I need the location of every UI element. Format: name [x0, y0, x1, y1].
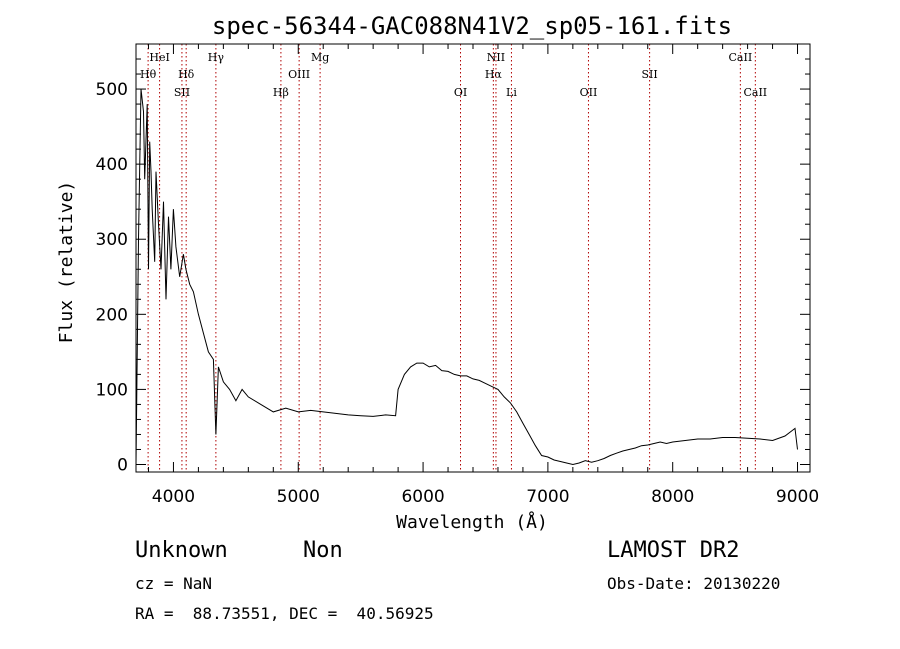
survey-name: LAMOST DR2 — [607, 538, 740, 563]
x-tick-label: 8000 — [651, 487, 694, 507]
x-tick-label: 4000 — [152, 487, 195, 507]
x-axis: 4000 5000 6000 7000 8000 9000 — [147, 44, 819, 507]
spectral-line-label: Hδ — [178, 68, 195, 81]
spectral-line-label: Li — [506, 86, 517, 99]
chart-title: spec-56344-GAC088N41V2_sp05-161.fits — [212, 12, 732, 40]
spectral-line-label: Hγ — [208, 51, 225, 64]
spectrum-series-line — [135, 89, 798, 466]
spectral-line-label: CaII — [729, 51, 753, 64]
y-tick-label: 400 — [96, 155, 128, 175]
spectral-line-label: OII — [580, 86, 598, 99]
object-class: Unknown — [135, 538, 228, 563]
spectral-line-label: NII — [487, 51, 505, 64]
x-tick-label: 7000 — [526, 487, 569, 507]
ra-dec-coordinates: RA = 88.73551, DEC = 40.56925 — [135, 604, 434, 623]
redshift-cz: cz = NaN — [135, 574, 213, 593]
spectral-line-label: HeI — [149, 51, 169, 64]
spectral-line-label: OIII — [288, 68, 310, 81]
y-tick-label: 200 — [96, 305, 128, 325]
y-axis: 0 100 200 300 400 500 — [96, 58, 810, 475]
x-tick-label: 6000 — [401, 487, 444, 507]
y-tick-label: 100 — [96, 380, 128, 400]
x-tick-label: 5000 — [277, 487, 320, 507]
spectral-line-label: Hα — [485, 68, 503, 81]
spectral-line-label: CaII — [743, 86, 767, 99]
y-tick-label: 0 — [117, 455, 128, 475]
y-axis-label: Flux (relative) — [56, 181, 77, 344]
plot-frame — [135, 43, 811, 473]
object-subclass: Non — [303, 538, 343, 563]
spectral-line-label: Hθ — [140, 68, 157, 81]
x-axis-label: Wavelength (Å) — [396, 511, 548, 533]
spectral-line-label: SII — [174, 86, 190, 99]
y-tick-label: 500 — [96, 80, 128, 100]
x-tick-label: 9000 — [776, 487, 819, 507]
spectral-line-label: Hβ — [273, 86, 289, 99]
spectral-line-label: Mg — [311, 51, 329, 64]
spectral-line-label: SII — [641, 68, 657, 81]
y-tick-label: 300 — [96, 230, 128, 250]
observation-date: Obs-Date: 20130220 — [607, 574, 781, 593]
spectral-line-label: OI — [454, 86, 467, 99]
